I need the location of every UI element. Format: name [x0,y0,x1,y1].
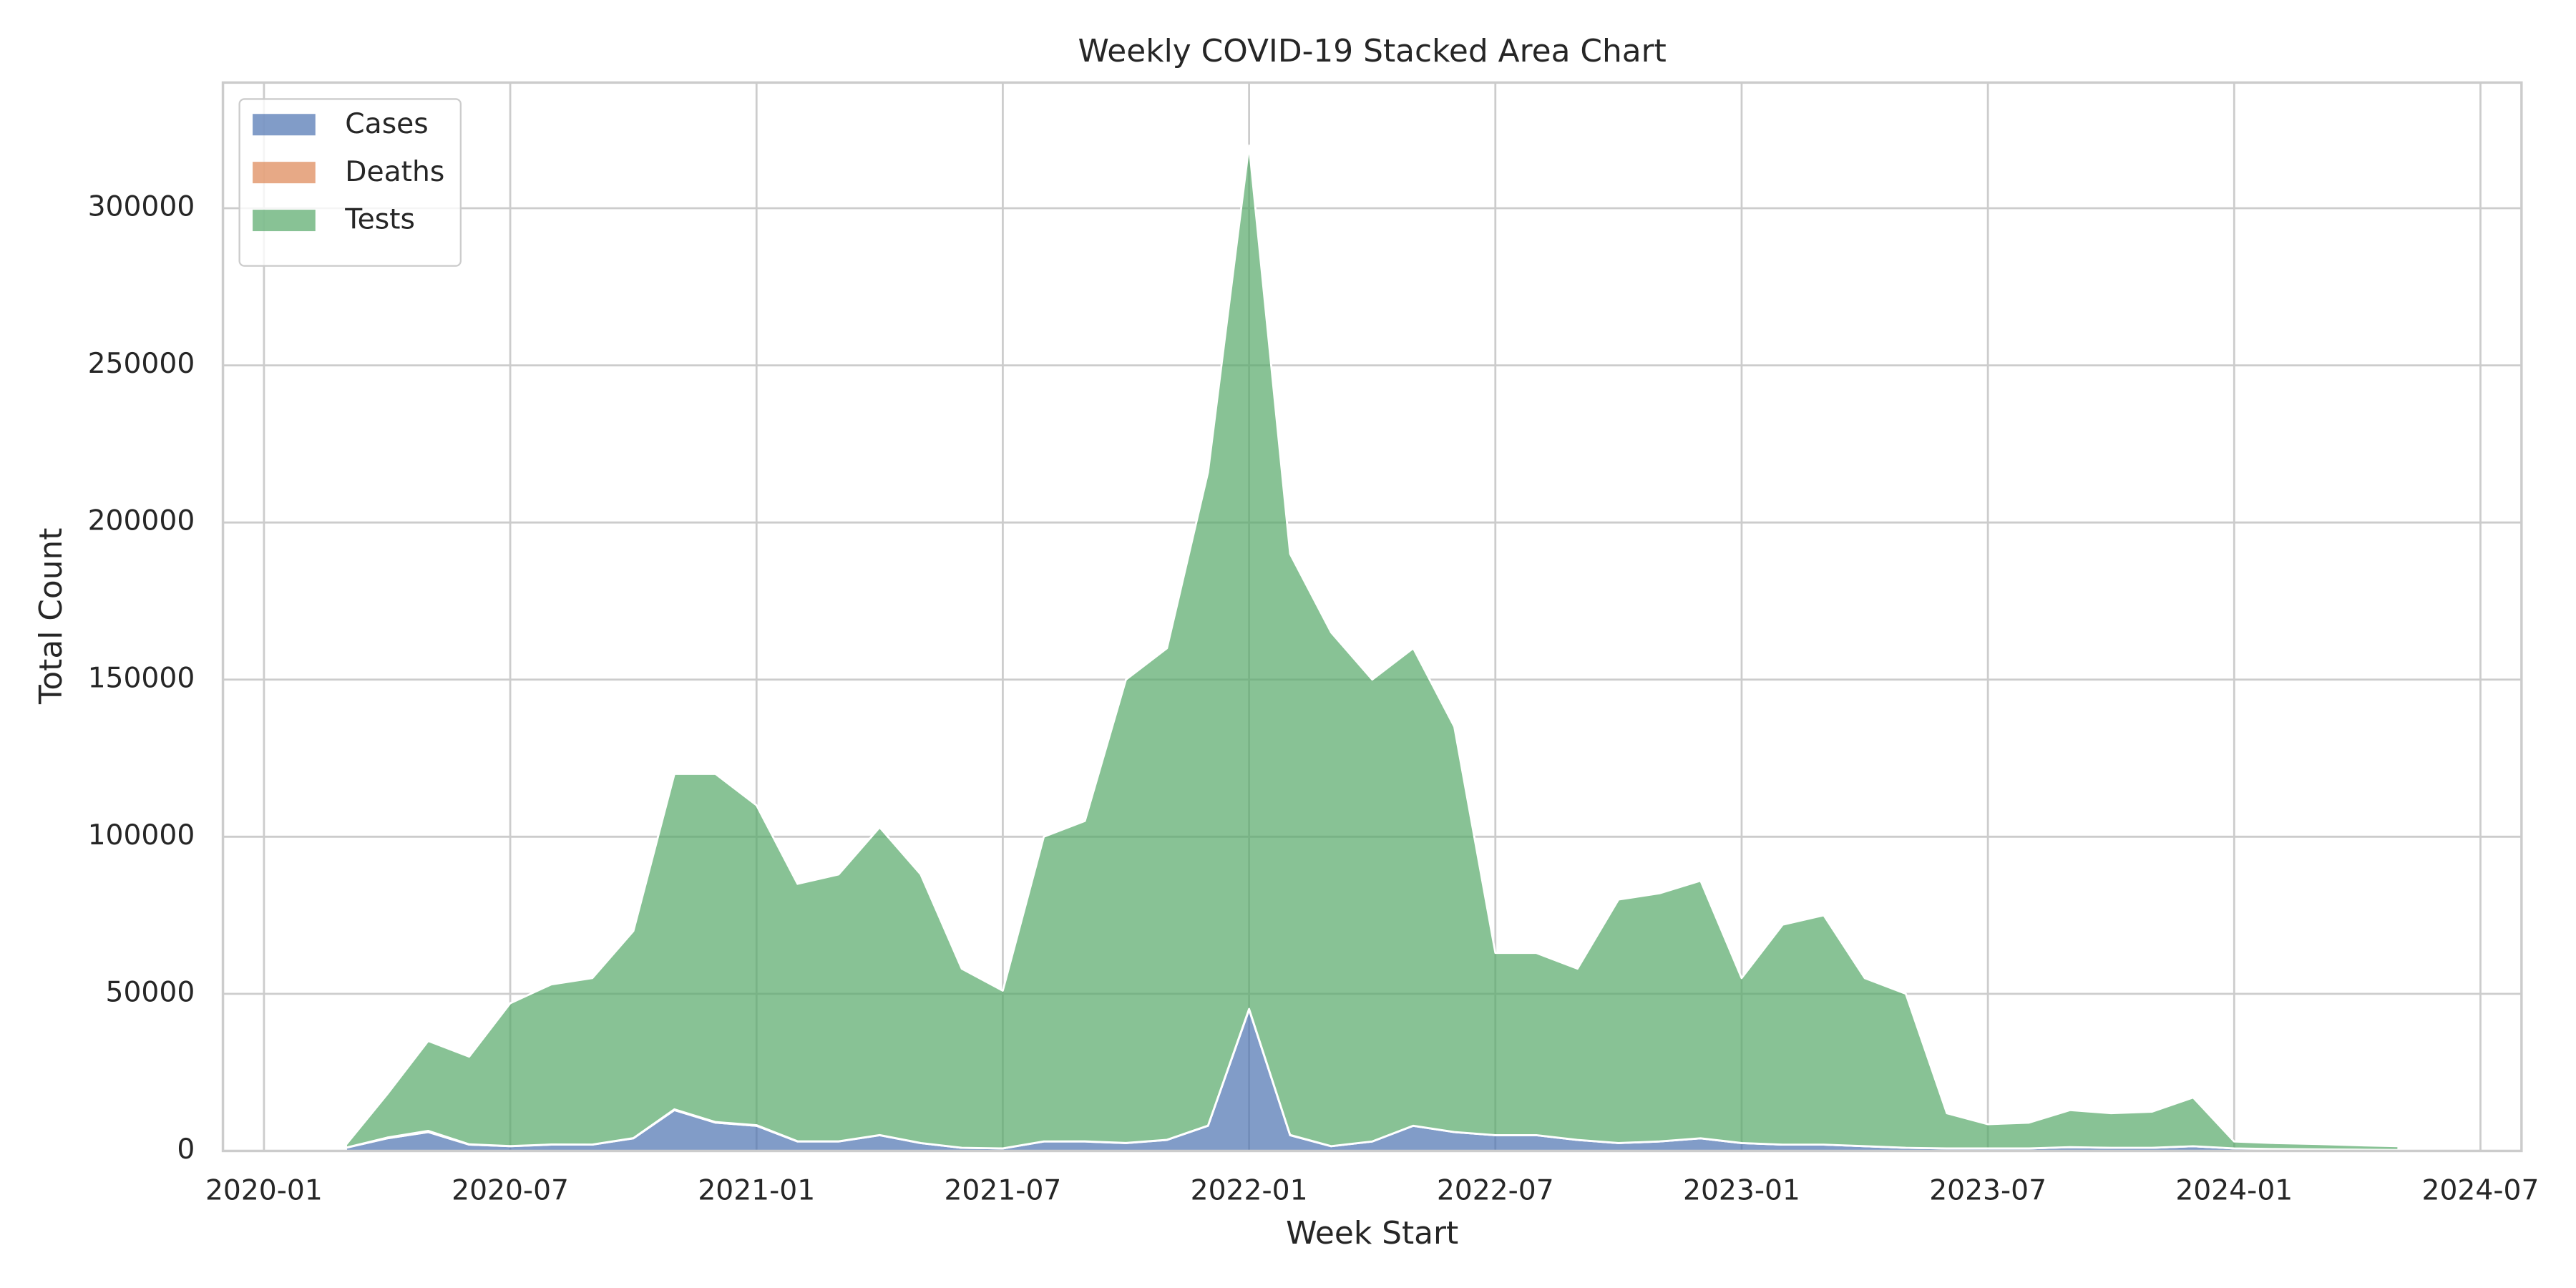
x-tick-label: 2021-07 [944,1175,1061,1207]
legend-swatch [253,114,316,136]
y-tick-label: 150000 [88,662,195,694]
y-tick-label: 100000 [88,819,195,852]
x-tick-label: 2020-01 [205,1175,323,1207]
y-axis-title: Total Count [33,528,69,705]
y-tick-label: 50000 [106,976,195,1008]
x-tick-label: 2021-01 [698,1175,815,1207]
x-tick-label: 2023-01 [1683,1175,1800,1207]
y-tick-label: 250000 [88,348,195,380]
x-tick-label: 2022-01 [1191,1175,1308,1207]
chart-title: Weekly COVID-19 Stacked Area Chart [1078,33,1667,69]
legend-label: Tests [344,204,415,236]
y-tick-label: 300000 [88,191,195,223]
legend-label: Cases [345,108,428,140]
x-tick-label: 2020-07 [452,1175,569,1207]
x-tick-label: 2024-01 [2175,1175,2293,1207]
x-tick-label: 2024-07 [2422,1175,2540,1207]
x-tick-label: 2022-07 [1437,1175,1554,1207]
legend-swatch [253,162,316,184]
legend: Cases Deaths Tests [238,98,462,267]
x-tick-label: 2023-07 [1929,1175,2046,1207]
y-tick-label: 0 [177,1133,195,1166]
legend-swatch [253,210,316,232]
legend-label: Deaths [345,156,444,188]
plot-frame [221,81,2523,1153]
x-axis-title: Week Start [1286,1215,1458,1252]
y-tick-label: 200000 [88,505,195,537]
